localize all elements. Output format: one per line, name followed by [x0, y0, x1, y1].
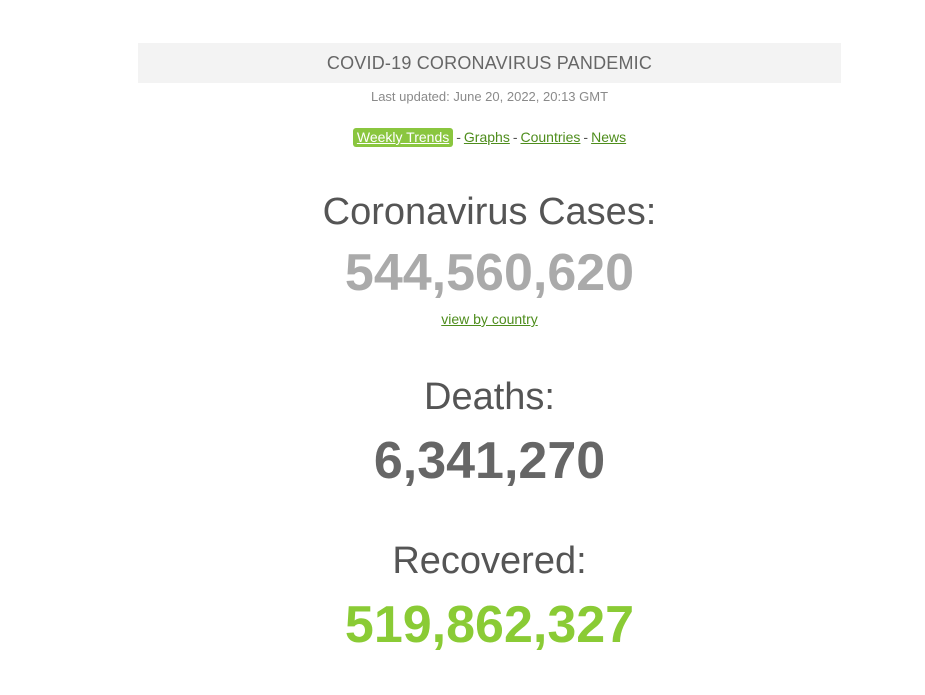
- last-updated-text: Last updated: June 20, 2022, 20:13 GMT: [370, 89, 609, 104]
- nav-separator: -: [512, 129, 518, 145]
- deaths-label: Deaths:: [424, 376, 555, 418]
- top-nav: Weekly Trends - Graphs - Countries - News: [138, 128, 841, 147]
- nav-news-link[interactable]: News: [591, 129, 627, 145]
- deaths-count: 6,341,270: [373, 432, 606, 490]
- nav-separator: -: [456, 129, 461, 145]
- nav-weekly-trends-link[interactable]: Weekly Trends: [352, 128, 454, 147]
- page-title: COVID-19 CORONAVIRUS PANDEMIC: [326, 52, 653, 73]
- recovered-section: Recovered: 519,862,327: [138, 542, 841, 651]
- recovered-label: Recovered:: [392, 540, 587, 582]
- recovered-count: 519,862,327: [344, 596, 635, 654]
- view-by-country-link[interactable]: view by country: [441, 311, 538, 327]
- nav-countries-link[interactable]: Countries: [520, 129, 581, 145]
- deaths-section: Deaths: 6,341,270: [138, 378, 841, 487]
- cases-section: Coronavirus Cases: 544,560,620 view by c…: [138, 193, 841, 329]
- nav-graphs-link[interactable]: Graphs: [463, 129, 510, 145]
- nav-separator: -: [583, 129, 589, 145]
- cases-label: Coronavirus Cases:: [322, 191, 657, 233]
- cases-count: 544,560,620: [344, 244, 635, 302]
- page-banner: COVID-19 CORONAVIRUS PANDEMIC: [138, 43, 841, 83]
